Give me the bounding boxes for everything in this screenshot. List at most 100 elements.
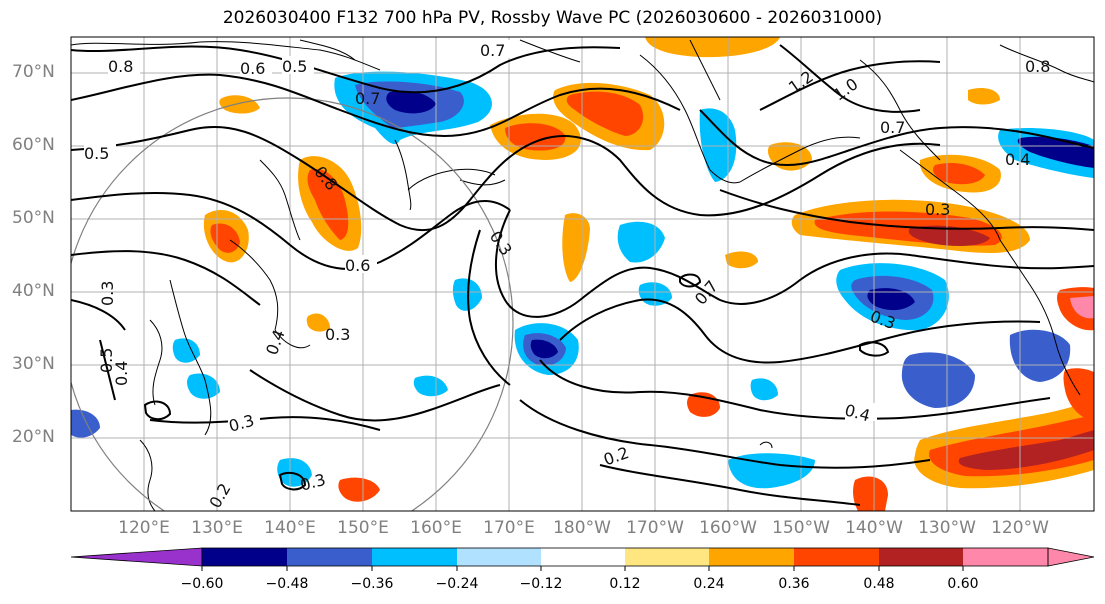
anomaly-negative <box>750 378 778 401</box>
region-circle <box>71 97 514 511</box>
lon-label: 130°W <box>918 518 976 538</box>
lon-label: 140°E <box>264 518 316 538</box>
colorbar-segment <box>963 548 1048 566</box>
contour-label: 0.7 <box>691 277 722 309</box>
lon-label: 160°W <box>699 518 757 538</box>
map-title: 2026030400 F132 700 hPa PV, Rossby Wave … <box>222 8 883 28</box>
contour-label: 0.3 <box>325 325 350 344</box>
colorbar-over <box>1047 547 1095 567</box>
contour-label: 0.7 <box>880 118 905 137</box>
anomaly-negative <box>699 108 737 182</box>
anomaly-positive <box>219 95 260 114</box>
colorbar-tick-label: −0.12 <box>519 576 563 592</box>
colorbar-segment <box>879 548 963 566</box>
anomaly-positive <box>958 430 1094 470</box>
contour-label: 0.8 <box>108 57 133 76</box>
contour-label: 0.3 <box>925 200 950 219</box>
lon-label: 140°W <box>845 518 903 538</box>
anomaly-negative <box>901 352 975 408</box>
anomaly-positive <box>338 477 380 502</box>
contour-label: 0.3 <box>486 227 516 259</box>
anomaly-positive <box>1070 296 1094 319</box>
colorbar-segment <box>287 548 372 566</box>
anomaly-negative <box>530 339 558 359</box>
contour-label: 0.4 <box>262 327 289 357</box>
colorbar-tick-label: −0.24 <box>435 576 479 592</box>
colorbar-tick-label: 0.48 <box>863 576 895 592</box>
lat-label: 50°N <box>12 208 55 228</box>
lon-label: 160°E <box>410 518 462 538</box>
colorbar-segment <box>457 548 541 566</box>
anomaly-positive <box>767 142 812 171</box>
colorbar-segment <box>709 548 794 566</box>
anomaly-positive <box>210 223 240 253</box>
anomaly-negative <box>71 409 100 438</box>
contour-label: 0.2 <box>205 480 234 512</box>
colorbar-tick-label: −0.36 <box>350 576 394 592</box>
anomaly-positive <box>933 163 985 185</box>
lon-label: 150°E <box>337 518 389 538</box>
colorbar-tick-label: −0.60 <box>180 576 224 592</box>
lon-label: 120°W <box>991 518 1049 538</box>
contour-label: 0.3 <box>98 281 117 306</box>
lat-label: 70°N <box>12 62 55 82</box>
lon-label: 120°E <box>118 518 170 538</box>
colorbar-segment <box>541 548 625 566</box>
colorbar-tick-label: 0.24 <box>693 576 725 592</box>
colorbar-segment <box>794 548 879 566</box>
lat-label: 20°N <box>12 427 55 447</box>
lon-label: 130°E <box>191 518 243 538</box>
contour-label: 0.6 <box>240 59 265 78</box>
contour-label: 0.7 <box>355 89 380 108</box>
lon-label: 180°W <box>553 518 611 538</box>
anomaly-positive <box>853 476 888 511</box>
anomaly-positive <box>505 123 566 151</box>
colorbar-tick-label: 0.12 <box>609 576 641 592</box>
lat-label: 30°N <box>12 354 55 374</box>
lon-label: 170°W <box>626 518 684 538</box>
contour-label: 0.4 <box>1005 150 1030 169</box>
colorbar-tick-label: −0.48 <box>265 576 309 592</box>
anomaly-negative <box>187 373 220 399</box>
contour-label: 0.6 <box>345 256 370 275</box>
colorbar-tick-label: 0.36 <box>778 576 810 592</box>
contour-label: 0.5 <box>282 57 307 76</box>
anomaly-positive <box>908 225 990 246</box>
pv-contours <box>71 44 1094 506</box>
anomaly-positive <box>306 313 330 332</box>
lat-label: 60°N <box>12 135 55 155</box>
colorbar-under <box>70 547 203 567</box>
colorbar-segment <box>625 548 709 566</box>
contour-label: 0.8 <box>1025 57 1050 76</box>
anomaly-negative <box>728 453 815 489</box>
lon-label: 170°E <box>483 518 535 538</box>
anomaly-negative <box>1009 329 1071 382</box>
pv-anomaly-shading <box>71 37 1094 511</box>
contour-label: 1.0 <box>830 74 862 104</box>
colorbar-tick-label: 0.60 <box>947 576 979 592</box>
colorbar-segment <box>202 548 287 566</box>
anomaly-positive <box>307 169 349 240</box>
anomaly-negative <box>386 90 436 114</box>
contour-label: 0.4 <box>112 361 131 386</box>
colorbar-segment <box>372 548 457 566</box>
anomaly-negative <box>413 375 448 397</box>
lon-label: 150°W <box>772 518 830 538</box>
contour-label: 0.5 <box>97 348 116 373</box>
contour-label: 0.2 <box>601 443 631 470</box>
anomaly-positive <box>562 213 590 282</box>
anomaly-positive <box>645 37 780 58</box>
anomaly-positive <box>566 91 644 136</box>
lat-label: 40°N <box>12 281 55 301</box>
anomaly-positive <box>725 251 758 269</box>
contour-label: 0.5 <box>84 144 109 163</box>
anomaly-negative <box>172 338 200 363</box>
contour-label: 0.7 <box>480 41 505 60</box>
colorbar <box>70 547 1095 571</box>
map-frame <box>70 36 1095 512</box>
anomaly-positive <box>968 88 1000 105</box>
anomaly-negative <box>867 288 915 311</box>
coastlines <box>71 39 1094 511</box>
graticule <box>71 37 1094 511</box>
